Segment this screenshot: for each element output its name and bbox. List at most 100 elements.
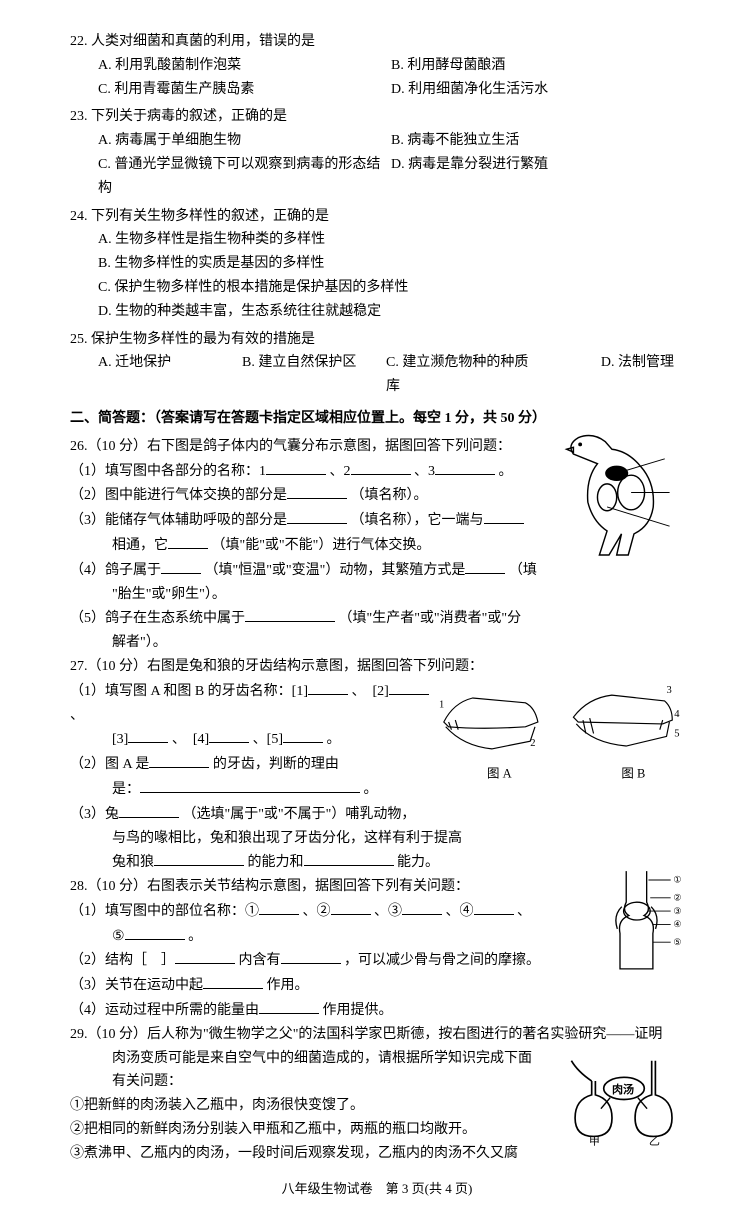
blank[interactable] xyxy=(119,802,179,818)
q26-s2b: （填名称）。 xyxy=(351,488,428,503)
q24-options: A. 生物多样性是指生物种类的多样性 B. 生物多样性的实质是基因的多样性 C.… xyxy=(70,228,684,323)
q26-s5: （5）鸽子在生态系统中属于 （填"生产者"或"消费者"或"分 xyxy=(70,606,684,631)
q28-s1b: 、② xyxy=(303,904,331,919)
q25-opt-a: A. 迁地保护 xyxy=(98,351,242,399)
page-footer: 八年级生物试卷 第 3 页(共 4 页) xyxy=(70,1178,684,1200)
q23-text: 下列关于病毒的叙述，正确的是 xyxy=(91,109,287,124)
blank[interactable] xyxy=(259,998,319,1014)
blank[interactable] xyxy=(125,924,185,940)
blank[interactable] xyxy=(128,727,168,743)
blank[interactable] xyxy=(245,606,335,622)
question-23: 23. 下列关于病毒的叙述，正确的是 A. 病毒属于单细胞生物 B. 病毒不能独… xyxy=(70,105,684,200)
q23-opt-d: D. 病毒是靠分裂进行繁殖 xyxy=(391,153,684,201)
q27-s3: （3）兔 （选填"属于"或"不属于"）哺乳动物， xyxy=(70,802,684,827)
q26-s1b: 、2 xyxy=(330,464,351,479)
q28-s3a: （3）关节在运动中起 xyxy=(70,978,203,993)
q28-s2a: （2）结构［ ］ xyxy=(70,953,175,968)
q22-opt-d: D. 利用细菌净化生活污水 xyxy=(391,78,684,102)
svg-text:4: 4 xyxy=(674,709,680,720)
q27-s3-cont1: 与鸟的喙相比，兔和狼出现了牙齿分化，这样有利于提高 xyxy=(70,827,684,851)
q28-s1d: 、④ xyxy=(446,904,474,919)
q23-opt-c: C. 普通光学显微镜下可以观察到病毒的形态结构 xyxy=(98,153,391,201)
blank[interactable] xyxy=(140,777,360,793)
flask-label: 肉汤 xyxy=(612,1082,634,1096)
q26-s3d: （填"能"或"不能"）进行气体交换。 xyxy=(212,538,431,553)
blank[interactable] xyxy=(149,752,209,768)
q26-s5b: （填"生产者"或"消费者"或"分 xyxy=(339,611,522,626)
q27-s2a: （2）图 A 是 xyxy=(70,757,149,772)
blank[interactable] xyxy=(287,483,347,499)
q27-s3e: 的能力和 xyxy=(248,855,304,870)
q23-options: A. 病毒属于单细胞生物 B. 病毒不能独立生活 C. 普通光学显微镜下可以观察… xyxy=(70,129,684,200)
question-24: 24. 下列有关生物多样性的叙述，正确的是 A. 生物多样性是指生物种类的多样性… xyxy=(70,205,684,324)
blank[interactable] xyxy=(402,899,442,915)
question-28: ① ② ③ ④ ⑤ 28.（10 分）右图表示关节结构示意图，据图回答下列有关问… xyxy=(70,875,684,1023)
q29-header: 29.（10 分）后人称为"微生物学之父"的法国科学家巴斯德，按右图进行的著名实… xyxy=(70,1023,684,1047)
q27-s2b: 的牙齿，判断的理由 xyxy=(213,757,339,772)
q26-s3b: （填名称），它一端与 xyxy=(351,513,484,528)
q22-options: A. 利用乳酸菌制作泡菜 B. 利用酵母菌酿酒 C. 利用青霉菌生产胰岛素 D.… xyxy=(70,54,684,102)
q26-s1d: 。 xyxy=(499,464,513,479)
flask-jia-label: 甲 xyxy=(589,1135,600,1146)
q22-opt-c: C. 利用青霉菌生产胰岛素 xyxy=(98,78,391,102)
blank[interactable] xyxy=(435,459,495,475)
q26-s4c: （填 xyxy=(509,563,537,578)
blank[interactable] xyxy=(203,973,263,989)
joint-figure: ① ② ③ ④ ⑤ xyxy=(604,865,684,975)
q25-num: 25. xyxy=(70,332,88,347)
blank[interactable] xyxy=(389,679,429,695)
blank[interactable] xyxy=(266,459,326,475)
teeth-figure: 1 2 图 A 3 4 5 图 B xyxy=(434,674,684,794)
q27-s1d: [3] xyxy=(112,732,128,747)
svg-text:②: ② xyxy=(673,893,681,903)
blank[interactable] xyxy=(154,850,244,866)
q22-num: 22. xyxy=(70,34,88,49)
q23-opt-b: B. 病毒不能独立生活 xyxy=(391,129,684,153)
q27-s2d: 。 xyxy=(364,782,378,797)
question-22: 22. 人类对细菌和真菌的利用，错误的是 A. 利用乳酸菌制作泡菜 B. 利用酵… xyxy=(70,30,684,101)
q26-s4b: （填"恒温"或"变温"）动物，其繁殖方式是 xyxy=(205,563,466,578)
q25-opt-d: D. 法制管理 xyxy=(530,351,684,399)
q28-s2c: ，可以减少骨与骨之间的摩擦。 xyxy=(344,953,540,968)
blank[interactable] xyxy=(281,948,341,964)
blank[interactable] xyxy=(209,727,249,743)
q28-s4: （4）运动过程中所需的能量由 作用提供。 xyxy=(70,998,684,1023)
q26-s4a: （4）鸽子属于 xyxy=(70,563,161,578)
q27-s3f: 能力。 xyxy=(397,855,439,870)
blank[interactable] xyxy=(351,459,411,475)
q28-s4a: （4）运动过程中所需的能量由 xyxy=(70,1003,259,1018)
blank[interactable] xyxy=(474,899,514,915)
blank[interactable] xyxy=(283,727,323,743)
q26-s1c: 、3 xyxy=(414,464,435,479)
blank[interactable] xyxy=(304,850,394,866)
q27-s1b: 、 [2] xyxy=(352,684,389,699)
blank[interactable] xyxy=(331,899,371,915)
q28-s1g: 。 xyxy=(188,929,202,944)
q28-s4b: 作用提供。 xyxy=(323,1003,393,1018)
bird-figure xyxy=(559,420,684,565)
blank[interactable] xyxy=(287,508,347,524)
svg-text:⑤: ⑤ xyxy=(673,937,681,947)
q28-s2: （2）结构［ ］ 内含有 ，可以减少骨与骨之间的摩擦。 xyxy=(70,948,684,973)
q26-s5a: （5）鸽子在生态系统中属于 xyxy=(70,611,245,626)
blank[interactable] xyxy=(259,899,299,915)
question-29: 29.（10 分）后人称为"微生物学之父"的法国科学家巴斯德，按右图进行的著名实… xyxy=(70,1023,684,1166)
q27-s3-cont2: 兔和狼 的能力和 能力。 xyxy=(70,850,684,875)
svg-text:1: 1 xyxy=(439,699,444,710)
q24-opt-b: B. 生物多样性的实质是基因的多样性 xyxy=(98,252,684,276)
blank[interactable] xyxy=(168,533,208,549)
blank[interactable] xyxy=(465,558,505,574)
q26-s3a: （3）能储存气体辅助呼吸的部分是 xyxy=(70,513,287,528)
svg-text:5: 5 xyxy=(674,728,679,739)
q28-s3: （3）关节在运动中起 作用。 xyxy=(70,973,684,998)
blank[interactable] xyxy=(484,508,524,524)
blank[interactable] xyxy=(308,679,348,695)
q28-s1c: 、③ xyxy=(374,904,402,919)
q22-text: 人类对细菌和真菌的利用，错误的是 xyxy=(91,34,315,49)
blank[interactable] xyxy=(175,948,235,964)
flask-yi-label: 乙 xyxy=(649,1134,660,1146)
svg-text:③: ③ xyxy=(673,906,681,916)
q28-s1f: ⑤ xyxy=(112,929,125,944)
q27-s1e: 、 [4] xyxy=(172,732,209,747)
blank[interactable] xyxy=(161,558,201,574)
